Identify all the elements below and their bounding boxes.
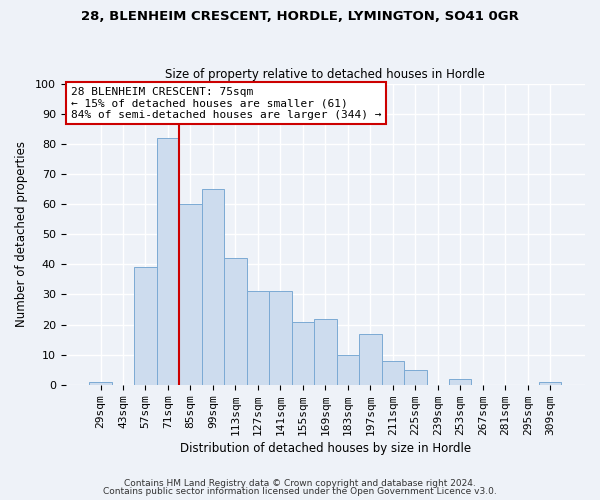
Bar <box>157 138 179 385</box>
Bar <box>359 334 382 385</box>
Text: 28, BLENHEIM CRESCENT, HORDLE, LYMINGTON, SO41 0GR: 28, BLENHEIM CRESCENT, HORDLE, LYMINGTON… <box>81 10 519 23</box>
Bar <box>404 370 427 385</box>
Bar <box>337 354 359 385</box>
Bar <box>269 292 292 385</box>
Text: 28 BLENHEIM CRESCENT: 75sqm
← 15% of detached houses are smaller (61)
84% of sem: 28 BLENHEIM CRESCENT: 75sqm ← 15% of det… <box>71 86 382 120</box>
Bar <box>292 322 314 385</box>
Bar <box>247 292 269 385</box>
Bar <box>179 204 202 385</box>
Bar <box>382 360 404 385</box>
Bar <box>202 189 224 385</box>
Bar <box>224 258 247 385</box>
Bar <box>449 379 472 385</box>
Bar <box>314 318 337 385</box>
Y-axis label: Number of detached properties: Number of detached properties <box>15 141 28 327</box>
Bar <box>89 382 112 385</box>
Bar <box>134 268 157 385</box>
Text: Contains public sector information licensed under the Open Government Licence v3: Contains public sector information licen… <box>103 487 497 496</box>
Bar <box>539 382 562 385</box>
X-axis label: Distribution of detached houses by size in Hordle: Distribution of detached houses by size … <box>180 442 471 455</box>
Text: Contains HM Land Registry data © Crown copyright and database right 2024.: Contains HM Land Registry data © Crown c… <box>124 478 476 488</box>
Title: Size of property relative to detached houses in Hordle: Size of property relative to detached ho… <box>166 68 485 81</box>
